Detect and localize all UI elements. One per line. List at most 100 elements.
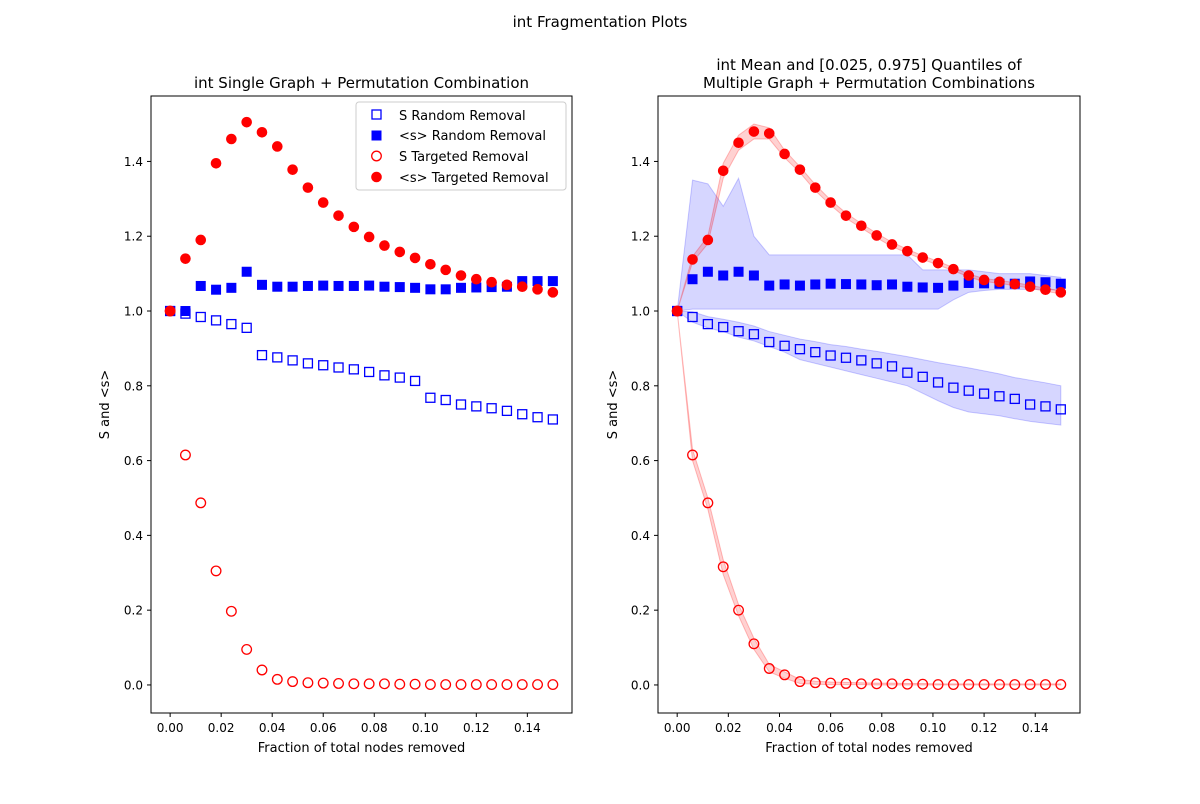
data-point-s-targeted <box>1009 679 1021 691</box>
data-point-s-targeted <box>779 669 791 681</box>
data-point-mean-s-targeted <box>794 164 806 175</box>
data-point-mean-s-targeted <box>210 158 222 169</box>
data-point-mean-s-random <box>917 282 928 293</box>
data-point-s-random <box>825 350 836 361</box>
data-point-mean-s-targeted <box>763 128 775 139</box>
data-point-mean-s-random <box>333 280 344 291</box>
y-tick-label: 0.0 <box>631 678 650 692</box>
data-point-mean-s-random <box>902 281 913 292</box>
data-point-mean-s-targeted <box>409 252 421 264</box>
legend-marker-mean-s-random <box>371 130 382 141</box>
data-point-mean-s-targeted <box>948 263 959 275</box>
right-chart-marks <box>671 126 1067 691</box>
data-point-mean-s-random <box>718 270 729 281</box>
x-tick-label: 0.08 <box>361 721 388 735</box>
data-point-s-targeted <box>717 561 729 573</box>
data-point-s-targeted <box>271 673 283 685</box>
data-point-s-targeted <box>1040 679 1051 691</box>
x-tick-label: 0.00 <box>664 721 691 735</box>
data-point-s-targeted <box>547 679 559 691</box>
data-point-s-targeted <box>1055 679 1067 691</box>
data-point-mean-s-targeted <box>932 257 944 269</box>
data-point-s-targeted <box>993 679 1005 691</box>
data-point-s-random <box>394 372 405 383</box>
x-tick-label: 0.06 <box>817 721 844 735</box>
data-point-s-random <box>195 311 206 323</box>
data-point-mean-s-random <box>211 284 222 295</box>
legend-frame <box>355 101 567 191</box>
data-point-s-random <box>364 366 375 378</box>
data-point-s-targeted <box>256 664 268 676</box>
data-point-s-targeted <box>363 678 375 690</box>
data-point-mean-s-targeted <box>471 273 482 285</box>
data-point-mean-s-targeted <box>455 270 467 281</box>
data-point-mean-s-targeted <box>1040 284 1051 296</box>
data-point-mean-s-targeted <box>516 281 528 293</box>
data-point-s-random <box>333 362 344 373</box>
data-point-s-random <box>948 382 959 393</box>
y-tick-label: 1.4 <box>124 155 143 169</box>
data-point-mean-s-random <box>810 279 821 290</box>
data-point-mean-s-random <box>948 280 959 291</box>
data-point-mean-s-targeted <box>547 287 559 298</box>
data-point-mean-s-targeted <box>917 252 929 263</box>
data-point-mean-s-random <box>241 266 252 277</box>
data-point-s-random <box>886 361 898 372</box>
y-tick-label: 0.2 <box>124 604 143 618</box>
data-point-mean-s-random <box>379 281 390 292</box>
y-tick-label: 1.2 <box>124 230 143 244</box>
data-point-mean-s-targeted <box>840 210 852 221</box>
x-tick-label: 0.08 <box>868 721 895 735</box>
data-point-s-random <box>348 364 359 375</box>
legend-marker-mean-s-targeted <box>371 171 382 183</box>
data-point-s-random <box>241 322 252 333</box>
data-point-s-random <box>748 329 760 340</box>
data-point-mean-s-random <box>226 282 237 293</box>
data-point-s-targeted <box>763 663 775 674</box>
data-point-mean-s-random <box>456 282 467 293</box>
left-chart-panel: int Single Graph + Permutation Combinati… <box>98 74 573 756</box>
y-tick-label: 0.8 <box>631 379 650 393</box>
data-point-mean-s-targeted <box>256 126 268 138</box>
data-point-s-random <box>1024 399 1036 410</box>
data-point-s-targeted <box>409 678 421 690</box>
data-point-s-targeted <box>333 678 344 689</box>
data-point-mean-s-random <box>1055 278 1066 289</box>
data-point-mean-s-targeted <box>1009 278 1021 290</box>
data-point-s-random <box>871 358 882 369</box>
data-point-mean-s-random <box>687 274 698 285</box>
data-point-s-targeted <box>871 678 883 690</box>
data-point-mean-s-targeted <box>532 284 543 295</box>
data-point-mean-s-targeted <box>871 230 882 241</box>
data-point-mean-s-targeted <box>886 239 898 250</box>
data-point-s-random <box>532 412 543 423</box>
x-tick-label: 0.14 <box>514 721 541 735</box>
right-chart-ticks: 0.00 0.02 0.04 0.06 0.08 0.10 0.12 0.14 0.0 0.2 0.… <box>631 155 1049 735</box>
data-point-s-random <box>547 414 559 425</box>
data-point-s-random <box>718 321 729 333</box>
data-point-mean-s-random <box>256 279 267 290</box>
data-point-mean-s-random <box>410 282 421 293</box>
right-chart-title: int Mean and [0.025, 0.975] Quantiles of <box>716 56 1022 74</box>
data-point-mean-s-targeted <box>302 182 314 193</box>
data-point-s-targeted <box>809 677 821 689</box>
data-point-mean-s-random <box>287 281 298 292</box>
data-point-s-random <box>994 391 1005 402</box>
data-point-s-targeted <box>225 605 237 617</box>
legend-marker-s-targeted <box>371 150 382 162</box>
data-point-mean-s-random <box>195 280 206 291</box>
data-point-mean-s-targeted <box>994 276 1005 288</box>
data-point-mean-s-targeted <box>394 246 406 258</box>
data-point-mean-s-random <box>364 280 375 291</box>
data-point-s-targeted <box>241 643 253 655</box>
data-point-s-targeted <box>394 678 406 690</box>
data-point-mean-s-random <box>272 281 283 292</box>
data-point-s-random <box>978 388 990 399</box>
right-chart-title-line2: Multiple Graph + Permutation Combination… <box>703 74 1035 92</box>
legend-marker-s-random <box>371 109 382 120</box>
data-point-s-targeted <box>348 678 360 690</box>
data-point-mean-s-random <box>933 282 944 293</box>
data-point-s-random <box>409 375 421 387</box>
x-tick-label: 0.10 <box>412 721 439 735</box>
